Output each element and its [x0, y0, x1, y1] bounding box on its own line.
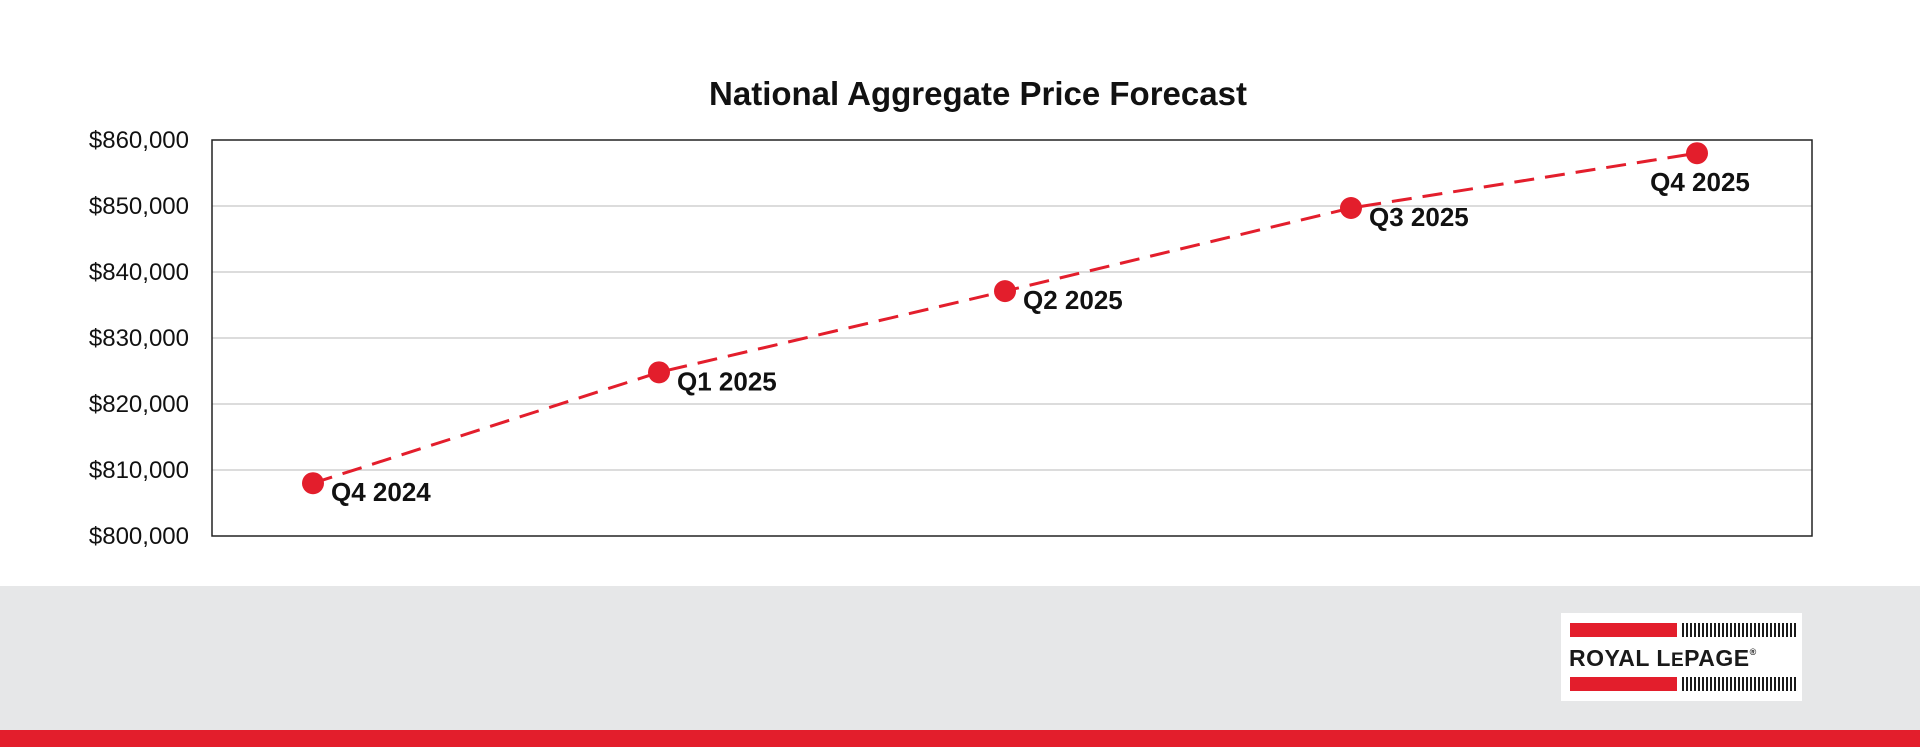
data-point — [1340, 196, 1362, 219]
y-tick-label: $800,000 — [89, 523, 189, 550]
logo-wordmark: ROYAL LEPAGE® — [1569, 645, 1757, 671]
footer-red-stripe — [0, 730, 1920, 747]
data-point-label: Q2 2025 — [1023, 285, 1123, 315]
data-point-label: Q3 2025 — [1369, 202, 1469, 232]
data-point — [1686, 142, 1708, 165]
data-point-label: Q4 2024 — [331, 477, 431, 507]
logo-tick-marks-top — [1682, 623, 1797, 637]
chart-title: National Aggregate Price Forecast — [709, 75, 1247, 112]
y-tick-label: $810,000 — [89, 457, 189, 484]
footer-band: ROYAL LEPAGE® — [0, 586, 1920, 730]
logo-red-bar-top — [1570, 623, 1677, 637]
y-tick-label: $840,000 — [89, 259, 189, 286]
series-line — [312, 151, 1698, 485]
data-point-label: Q4 2025 — [1650, 167, 1750, 197]
y-tick-label: $850,000 — [89, 193, 189, 220]
plot-frame — [211, 139, 1813, 537]
royal-lepage-logo: ROYAL LEPAGE® — [1561, 613, 1802, 701]
data-point — [302, 472, 324, 495]
y-tick-label: $830,000 — [89, 325, 189, 352]
data-point — [994, 280, 1016, 303]
y-tick-label: $860,000 — [89, 127, 189, 154]
logo-tick-marks-bottom — [1682, 677, 1797, 691]
data-point — [648, 361, 670, 384]
line-chart: National Aggregate Price Forecast $800,0… — [89, 75, 1813, 550]
y-tick-label: $820,000 — [89, 391, 189, 418]
logo-red-bar-bottom — [1570, 677, 1677, 691]
data-point-label: Q1 2025 — [677, 366, 777, 396]
